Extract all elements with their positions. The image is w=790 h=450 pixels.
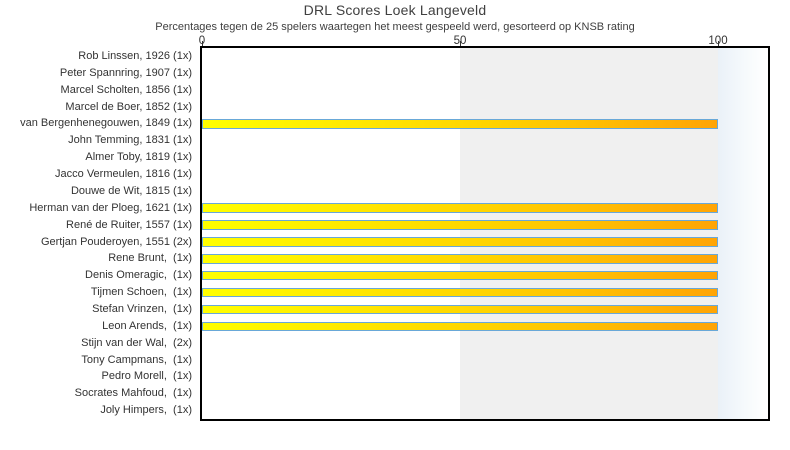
y-axis-label: Stijn van der Wal, (2x) [81,336,192,349]
bar [202,220,718,230]
y-axis-label: Tony Campmans, (1x) [81,353,192,366]
x-axis: 050100 [0,0,790,47]
y-axis-label: Douwe de Wit, 1815 (1x) [70,184,192,197]
y-axis-label: Peter Spannring, 1907 (1x) [59,66,192,79]
y-axis-label: Joly Himpers, (1x) [100,404,192,417]
y-axis-labels: Rob Linssen, 1926 (1x) Peter Spannring, 1… [0,46,192,421]
y-axis-label: Gertjan Pouderoyen, 1551 (2x) [40,235,192,248]
chart-subtitle: Percentages tegen de 25 spelers waartege… [155,21,635,33]
y-axis-label: Jacco Vermeulen, 1816 (1x) [55,168,192,181]
x-axis-tick-mark [718,41,719,46]
y-axis-label: Socrates Mahfoud, (1x) [74,387,192,400]
y-axis-label: van Bergenhenegouwen, 1849 (1x) [20,117,192,130]
overflow-zone [718,48,768,419]
y-axis-label: Stefan Vrinzen, (1x) [92,302,192,315]
y-axis-label: Leon Arends, (1x) [102,319,192,332]
chart-title: DRL Scores Loek Langeveld [303,2,487,18]
y-axis-label: Rene Brunt, (1x) [108,252,192,265]
x-axis-tick-mark [460,41,461,46]
y-axis-label: Herman van der Ploeg, 1621 (1x) [29,201,192,214]
plot-area [200,46,770,421]
bar [202,270,718,281]
bar [202,321,718,331]
bar [202,237,718,247]
bar [202,254,718,264]
y-axis-label: Tijmen Schoen, (1x) [90,286,192,299]
bar [202,203,718,213]
y-axis-label: Rob Linssen, 1926 (1x) [78,50,192,62]
y-axis-label: René de Ruiter, 1557 (1x) [66,218,192,231]
y-axis-label: Marcel Scholten, 1856 (1x) [60,83,192,96]
y-axis-label: Marcel de Boer, 1852 (1x) [65,100,192,113]
bar [202,304,718,315]
plot-band [460,48,718,419]
y-axis-label: Denis Omeragic, (1x) [85,269,192,282]
y-axis-label: Pedro Morell, (1x) [101,370,192,383]
bar [202,119,718,129]
y-axis-label: John Temming, 1831 (1x) [68,134,192,147]
y-axis-label: Almer Toby, 1819 (1x) [85,151,192,164]
x-axis-tick-mark [202,41,203,46]
bar [202,287,718,298]
